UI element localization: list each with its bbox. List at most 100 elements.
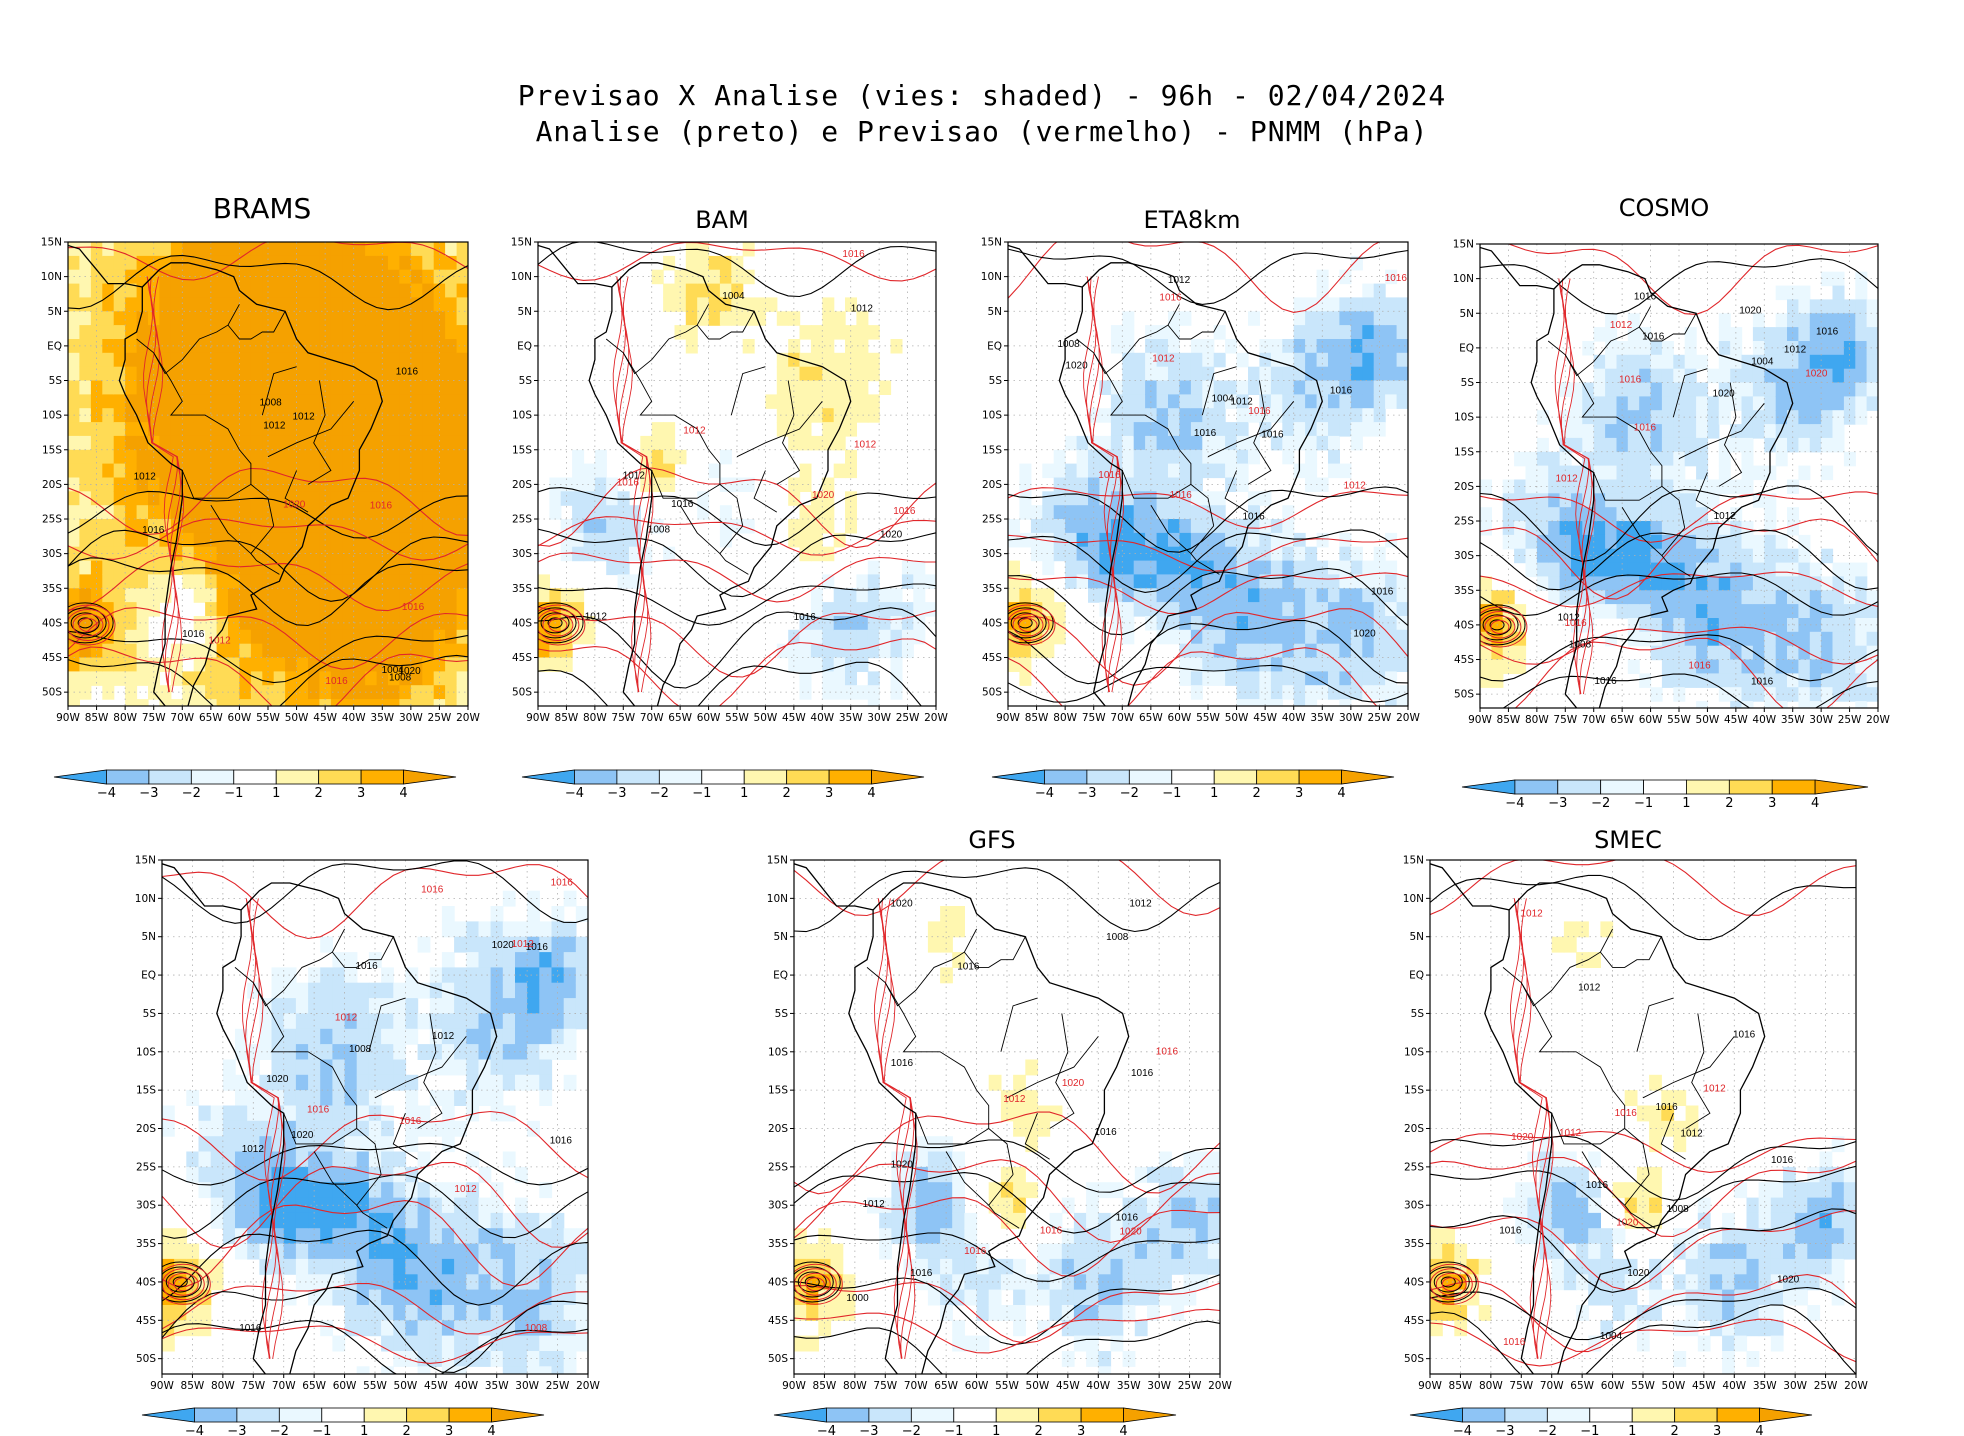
- bias-cell: [136, 352, 149, 368]
- bias-cell: [1787, 576, 1799, 591]
- bias-cell: [283, 1136, 297, 1153]
- bias-cell: [182, 242, 195, 257]
- lon-tick-label: 50W: [1026, 1380, 1050, 1392]
- bias-cell: [193, 311, 206, 326]
- bias-cell: [583, 477, 596, 492]
- bias-cell: [1179, 671, 1192, 686]
- bias-cell: [1396, 366, 1408, 382]
- bias-cell: [445, 449, 458, 465]
- bias-cell: [1480, 521, 1492, 536]
- bias-cell: [833, 671, 846, 686]
- bias-cell: [433, 616, 446, 631]
- bias-cell: [1122, 629, 1135, 645]
- bias-cell: [342, 380, 355, 395]
- bias-cell: [1293, 422, 1306, 437]
- bias-cell: [410, 699, 423, 706]
- bias-cell: [285, 352, 298, 368]
- bias-cell: [1373, 325, 1386, 340]
- bias-cell: [583, 546, 596, 562]
- bias-cell: [1798, 673, 1811, 688]
- bias-cell: [1328, 671, 1340, 686]
- bias-cell: [490, 967, 504, 984]
- bias-cell: [1373, 588, 1386, 603]
- bias-cell: [308, 394, 320, 409]
- bias-cell: [90, 491, 103, 506]
- bias-cell: [1373, 352, 1386, 368]
- bias-cell: [456, 242, 468, 257]
- bias-cell: [502, 1289, 516, 1306]
- bias-cell: [1042, 546, 1055, 562]
- bias-cell: [742, 242, 755, 257]
- bias-cell: [1855, 701, 1868, 708]
- bias-cell: [1086, 1305, 1099, 1321]
- bias-cell: [1159, 1274, 1172, 1291]
- bias-cell: [551, 936, 565, 953]
- bias-cell: [575, 1228, 588, 1245]
- bias-cell: [295, 1197, 309, 1214]
- bias-cell: [1661, 382, 1674, 397]
- bias-cell: [1061, 1228, 1075, 1245]
- bias-cell: [125, 588, 138, 603]
- bias-cell: [1639, 493, 1652, 508]
- bias-cell: [148, 574, 160, 589]
- bias-cell: [113, 519, 126, 534]
- coastline: [538, 244, 613, 288]
- bias-cell: [1722, 1212, 1735, 1229]
- bias-cell: [1362, 408, 1375, 423]
- forecast-contour-label: 1016: [1248, 406, 1271, 417]
- bias-cell: [527, 998, 540, 1014]
- bias-cell: [1673, 659, 1686, 674]
- bias-cell: [1122, 422, 1135, 437]
- bias-cell: [429, 1274, 443, 1291]
- bias-cell: [651, 435, 664, 451]
- bias-cell: [1099, 408, 1112, 423]
- bias-cell: [113, 255, 126, 271]
- bias-cell: [182, 283, 195, 299]
- bias-cell: [1147, 1228, 1160, 1245]
- bias-cell: [1202, 546, 1215, 562]
- bias-cell: [976, 1335, 990, 1352]
- map-panel-smec: 1016101610121012101610201008101610201004…: [1403, 855, 1869, 1393]
- bias-cell: [319, 242, 332, 257]
- bias-cell: [776, 643, 789, 659]
- bias-cell: [330, 408, 343, 423]
- bias-cell: [952, 906, 965, 922]
- bias-cell: [441, 1028, 455, 1045]
- bias-cell: [799, 532, 812, 548]
- bias-cell: [259, 1197, 273, 1214]
- bias-cell: [940, 1212, 953, 1229]
- bias-cell: [216, 242, 229, 257]
- bias-cell: [1563, 1274, 1577, 1291]
- bias-cell: [342, 242, 355, 257]
- bias-cell: [193, 699, 206, 706]
- bias-cell: [1627, 562, 1640, 578]
- lat-tick-label: 40S: [1454, 619, 1474, 631]
- bias-cell: [68, 463, 80, 479]
- bias-cell: [549, 505, 562, 520]
- bias-cell: [1775, 645, 1788, 661]
- bias-cell: [319, 283, 332, 299]
- bias-cell: [330, 574, 343, 589]
- bias-shading: 1016101210121012102010081016100410161012…: [538, 242, 936, 706]
- bias-cell: [1639, 631, 1652, 647]
- bias-cell: [1053, 491, 1066, 506]
- bias-cell: [1605, 604, 1618, 619]
- coastline: [1892, 246, 1915, 286]
- bias-cell: [1385, 352, 1398, 368]
- lat-tick-label: 35S: [1454, 585, 1474, 597]
- bias-cell: [393, 1028, 407, 1045]
- bias-cell: [845, 352, 857, 368]
- bias-cell: [308, 699, 320, 706]
- bias-cell: [356, 982, 370, 999]
- bias-cell: [1551, 1166, 1565, 1183]
- bias-cell: [952, 952, 965, 968]
- bias-cell: [376, 491, 389, 506]
- bias-cell: [170, 435, 183, 451]
- bias-cell: [1183, 1258, 1197, 1275]
- bias-cell: [927, 1212, 941, 1229]
- bias-cell: [1385, 574, 1398, 589]
- bias-cell: [1282, 366, 1295, 382]
- bias-cell: [262, 685, 275, 700]
- bias-cell: [1696, 382, 1709, 397]
- bias-cell: [1588, 1274, 1601, 1291]
